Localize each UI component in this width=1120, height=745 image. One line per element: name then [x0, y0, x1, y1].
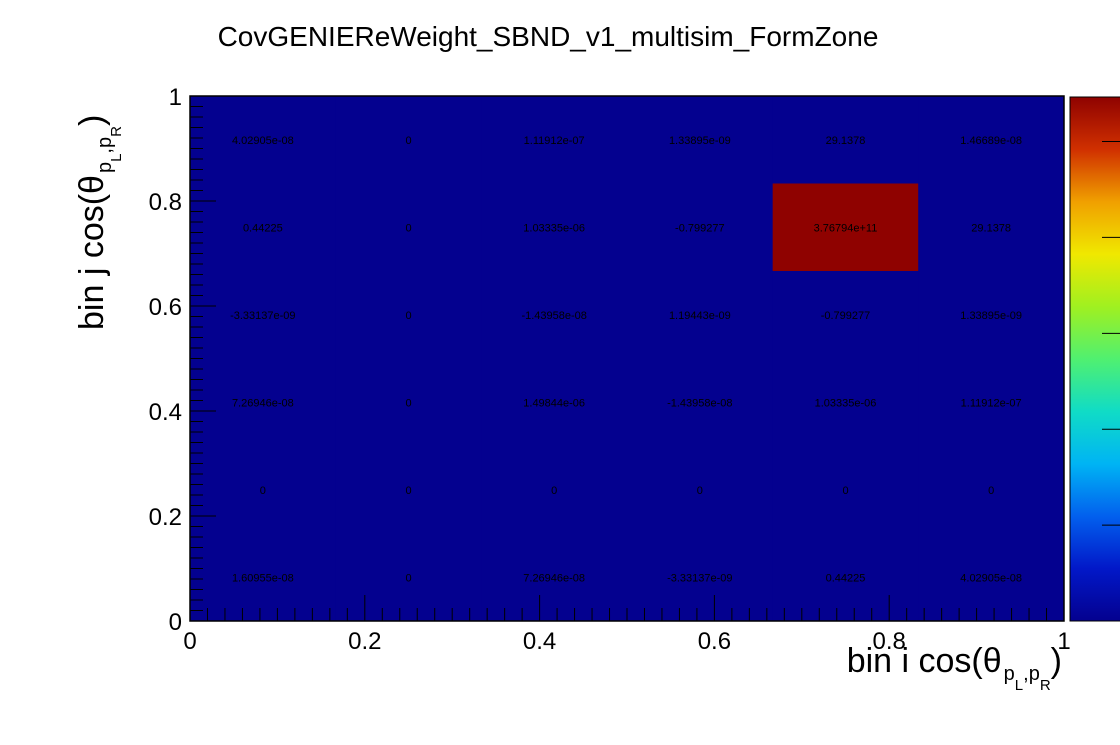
color-scale-gradient	[1069, 96, 1120, 622]
heatmap-cell	[190, 358, 336, 446]
heatmap-cell	[481, 271, 627, 359]
heatmap-cell	[918, 446, 1064, 534]
cell-value-label: 1.46689e-08	[960, 135, 1022, 147]
cell-value-label: 0.44225	[243, 222, 283, 234]
heatmap-cell	[335, 271, 482, 359]
cell-value-label: 1.49844e-06	[523, 397, 585, 409]
chart-title: CovGENIEReWeight_SBND_v1_multisim_FormZo…	[218, 21, 879, 52]
y-tick-label: 0.4	[149, 399, 182, 426]
plot-area: 1.60955e-08 0 7.26946e-08 -3.33137e-09 0.442…	[190, 96, 1064, 621]
cell-value-label: 1.33895e-09	[960, 310, 1022, 322]
heatmap-cell	[481, 358, 627, 446]
heatmap-cell	[772, 446, 919, 534]
x-axis-label-subscript: p	[1004, 663, 1015, 685]
cell-value-label: 7.26946e-08	[232, 397, 294, 409]
cell-value-label: -0.799277	[821, 310, 871, 322]
cell-value-label: -1.43958e-08	[521, 310, 586, 322]
x-tick-label: 0.8	[873, 628, 906, 655]
svg-text:bin i cos(θpL,pR): bin i cos(θ pL,pR)	[847, 642, 1062, 694]
y-tick-label: 0.2	[149, 504, 182, 531]
x-tick-label: 0.2	[348, 628, 381, 655]
heatmap-cell	[627, 96, 773, 184]
heatmap-cell	[190, 183, 336, 271]
x-tick-label: 1	[1057, 628, 1070, 655]
x-axis-label: bin i cos(θ pL,pR)	[847, 642, 1062, 694]
heatmap-cell	[335, 183, 482, 271]
cell-value-label: 0	[405, 135, 411, 147]
cell-value-label: 0	[405, 222, 411, 234]
heatmap-cell	[335, 533, 482, 621]
cell-value-label: 1.11912e-07	[524, 135, 585, 147]
heatmap-cell	[627, 358, 773, 446]
heatmap-cell	[335, 358, 482, 446]
heatmap-cell	[772, 183, 919, 271]
cell-value-label: 0	[405, 485, 411, 497]
cell-value-label: 4.02905e-08	[960, 572, 1022, 584]
heatmap-cell	[627, 271, 773, 359]
cell-value-label: 29.1378	[971, 222, 1011, 234]
cell-value-label: 1.33895e-09	[669, 135, 731, 147]
x-tick-label: 0.6	[698, 628, 731, 655]
cell-value-label: 0	[405, 397, 411, 409]
heatmap-cell	[627, 183, 773, 271]
cell-value-label: 0	[988, 485, 994, 497]
heatmap-cell	[190, 533, 336, 621]
heatmap-cell	[772, 533, 919, 621]
heatmap-cell	[190, 446, 336, 534]
heatmap-cell	[627, 446, 773, 534]
x-axis-label-text: bin i cos(θ	[847, 642, 1002, 680]
heatmap-cell	[918, 533, 1064, 621]
y-tick-label: 0	[169, 609, 182, 636]
heatmap-cell	[481, 96, 627, 184]
cell-value-label: 7.26946e-08	[523, 572, 585, 584]
cell-value-label: 1.03335e-06	[815, 397, 877, 409]
cell-value-label: 0.44225	[826, 572, 866, 584]
heatmap-cell	[481, 183, 627, 271]
heatmap-cell	[918, 271, 1064, 359]
cell-value-label: 1.60955e-08	[232, 572, 294, 584]
cell-value-label: 0	[842, 485, 848, 497]
heatmap-cell	[772, 358, 919, 446]
heatmap-cell	[772, 271, 919, 359]
heatmap-cell	[918, 358, 1064, 446]
y-axis-label-subscript: p	[94, 162, 116, 173]
heatmap-cell	[627, 533, 773, 621]
y-tick-label: 0.8	[149, 189, 182, 216]
heatmap-cell	[335, 446, 482, 534]
heatmap-cell	[918, 183, 1064, 271]
y-axis-label-text: bin j cos(θ	[73, 175, 111, 330]
y-axis-label: bin j cos(θpL,pR)	[73, 115, 125, 330]
heatmap-cell	[481, 446, 627, 534]
cell-value-label: -1.43958e-08	[667, 397, 732, 409]
heatmap-cell	[918, 96, 1064, 184]
cell-value-label: 0	[405, 310, 411, 322]
heatmap-cell	[190, 96, 336, 184]
cell-value-label: -0.799277	[675, 222, 725, 234]
cell-value-label: 0	[551, 485, 557, 497]
heatmap-cell	[335, 96, 482, 184]
x-tick-label: 0	[183, 628, 196, 655]
y-tick-label: 1	[169, 84, 182, 111]
cell-value-label: 1.03335e-06	[523, 222, 585, 234]
cell-value-label: -3.33137e-09	[230, 310, 295, 322]
cell-value-label: 0	[405, 572, 411, 584]
cell-value-label: 1.19443e-09	[669, 310, 731, 322]
heatmap-cell	[772, 96, 919, 184]
cell-value-label: 0	[260, 485, 266, 497]
svg-text:bin j cos(θpL,pR): bin j cos(θpL,pR)	[73, 115, 125, 330]
cell-value-label: 4.02905e-08	[232, 135, 294, 147]
cell-value-label: -3.33137e-09	[667, 572, 732, 584]
cell-value-label: 0	[697, 485, 703, 497]
x-tick-label: 0.4	[523, 628, 556, 655]
cell-value-label: 3.76794e+11	[814, 222, 878, 234]
y-tick-label: 0.6	[149, 294, 182, 321]
cell-value-label: 29.1378	[826, 135, 866, 147]
heatmap-cell	[481, 533, 627, 621]
color-scale-bar	[1069, 96, 1120, 622]
axes: 0 0.2 0.4 0.6 0.8 1 0 0.2 0.4 0.6 0.8 1	[149, 84, 1071, 655]
cell-value-label: 1.11912e-07	[961, 397, 1022, 409]
heatmap-cell	[190, 271, 336, 359]
